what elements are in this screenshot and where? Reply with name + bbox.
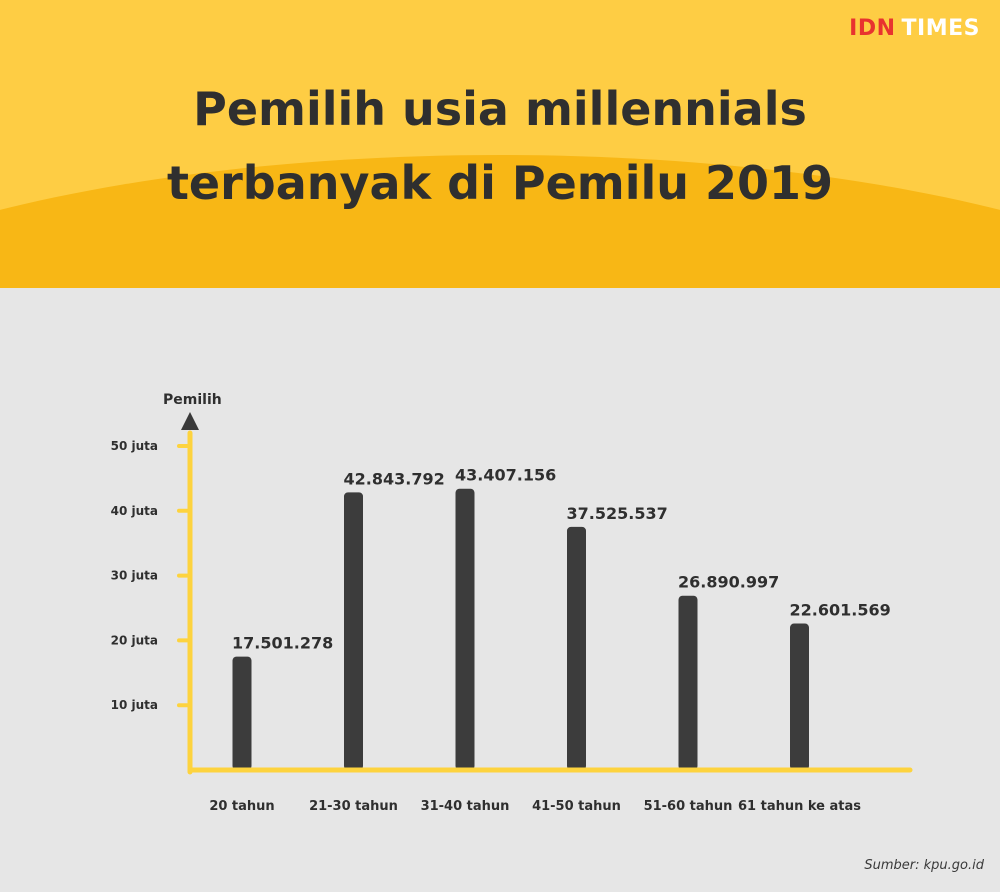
brand-logo-idn: IDN: [849, 16, 896, 41]
page-title-line-2: terbanyak di Pemilu 2019: [166, 156, 834, 210]
bar: [344, 492, 363, 770]
bar-value-label: 22.601.569: [790, 601, 891, 620]
y-axis-arrow-icon: [181, 412, 199, 430]
x-tick-label: 61 tahun ke atas: [738, 799, 861, 814]
header-arc: [0, 155, 1000, 288]
x-tick-label: 41-50 tahun: [532, 799, 621, 814]
bar: [455, 488, 475, 770]
x-tick-label: 20 tahun: [209, 799, 274, 814]
x-tick-label: 51-60 tahun: [644, 799, 733, 814]
bar-value-label: 17.501.278: [232, 634, 333, 653]
y-tick-label: 40 juta: [111, 504, 158, 518]
brand-logo-times: TIMES: [901, 16, 980, 41]
y-tick-label: 20 juta: [111, 633, 158, 647]
bar-chart: Pemilih 10 juta 20 juta 30 juta 40 juta 50 ju…: [111, 392, 913, 814]
bar: [790, 623, 809, 770]
bar-value-label: 42.843.792: [344, 469, 445, 488]
page-title: Pemilih usia millennials terbanyak di Pe…: [0, 72, 1000, 220]
source-note: Sumber: kpu.go.id: [864, 858, 984, 873]
page-title-line-1: Pemilih usia millennials: [193, 82, 807, 136]
y-tick-label: 50 juta: [111, 439, 158, 453]
y-tick-label: 10 juta: [111, 698, 158, 712]
x-tick-label: 21-30 tahun: [309, 799, 398, 814]
bar: [678, 595, 698, 770]
bar: [232, 656, 252, 770]
y-axis-label: Pemilih: [163, 392, 222, 408]
brand-logo: IDN TIMES: [849, 16, 980, 41]
bar: [567, 526, 586, 770]
bar-value-label: 37.525.537: [567, 504, 668, 523]
header-banner: IDN TIMES Pemilih usia millennials terban…: [0, 0, 1000, 288]
bar-value-label: 26.890.997: [678, 573, 779, 592]
bar-value-label: 43.407.156: [455, 466, 556, 485]
x-tick-label: 31-40 tahun: [421, 799, 510, 814]
y-tick-label: 30 juta: [111, 569, 158, 583]
